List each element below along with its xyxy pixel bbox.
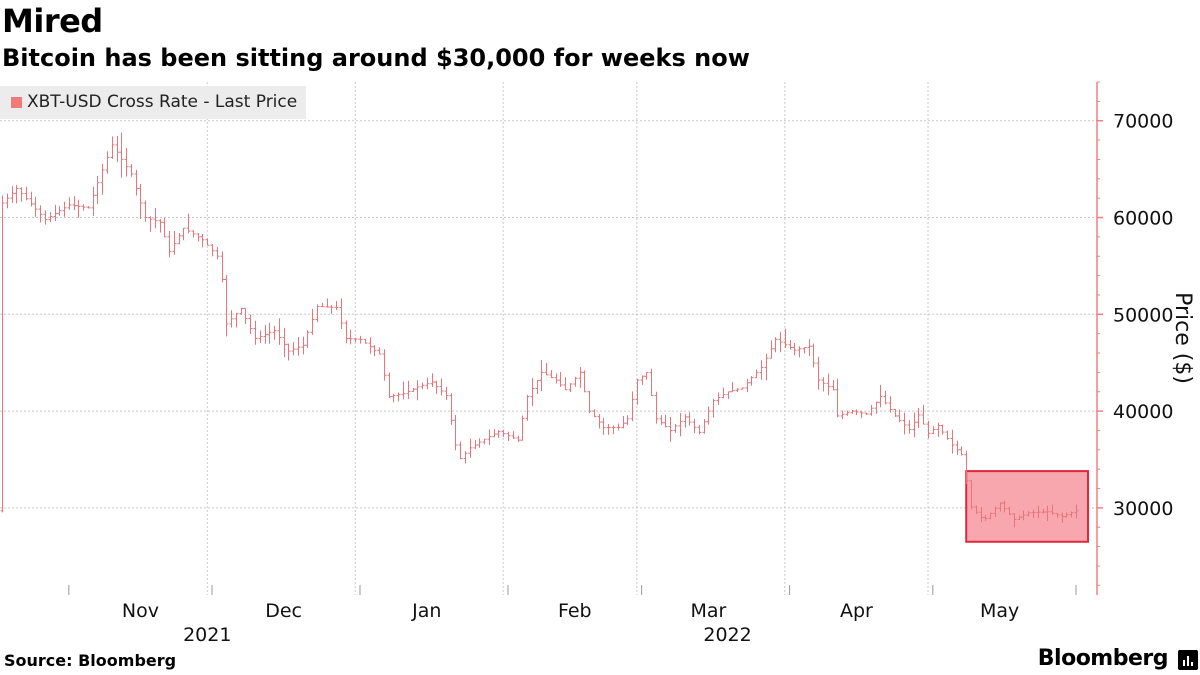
price-series [0,132,1079,528]
chart-title: Mired [2,2,103,40]
x-year-label: 2021 [183,624,231,646]
y-tick-label: 70000 [1113,111,1173,133]
y-axis-label: Price ($) [1170,292,1195,384]
bloomberg-icon [1178,650,1198,670]
source-note: Source: Bloomberg [4,651,177,670]
legend-swatch [11,97,22,108]
x-month-label: Dec [265,600,302,622]
legend-label: XBT-USD Cross Rate - Last Price [27,92,298,112]
x-month-label: Feb [558,600,592,622]
highlight-box [965,470,1089,543]
y-tick-label: 40000 [1113,401,1173,423]
chart-subtitle: Bitcoin has been sitting around $30,000 … [2,44,750,72]
y-tick-label: 30000 [1113,498,1173,520]
x-month-label: Jan [411,600,441,622]
x-month-label: Nov [122,600,159,622]
brand-logo: Bloomberg [1037,646,1169,671]
legend [0,86,306,119]
x-month-label: May [980,600,1019,622]
x-month-label: Mar [691,600,727,622]
y-tick-label: 50000 [1113,304,1173,326]
x-year-label: 2022 [703,624,751,646]
x-month-label: Apr [840,600,873,622]
y-tick-label: 60000 [1113,208,1173,230]
